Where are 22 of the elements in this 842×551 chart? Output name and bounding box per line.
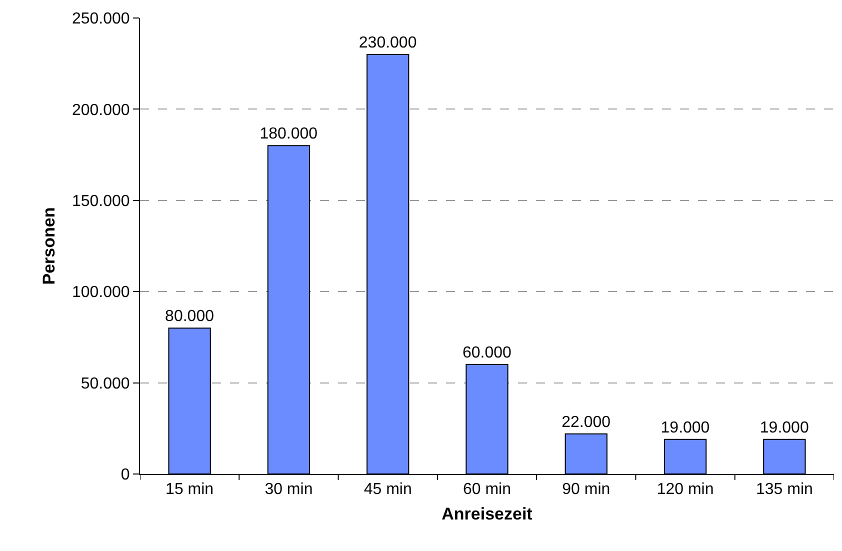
x-tick-label: 45 min	[364, 481, 412, 498]
x-tick-label: 120 min	[656, 481, 714, 498]
data-label: 22.000	[562, 414, 611, 431]
x-tick-label: 15 min	[166, 481, 214, 498]
y-axis-title: Personen	[40, 207, 59, 285]
data-label: 180.000	[260, 126, 318, 143]
x-tick-label: 90 min	[562, 481, 610, 498]
y-tick-label: 50.000	[80, 375, 130, 392]
data-label: 80.000	[165, 308, 214, 326]
y-tick-label: 0	[120, 466, 130, 484]
x-tick-label: 30 min	[264, 481, 313, 498]
y-tick-label: 250.000	[72, 10, 130, 28]
data-label: 60.000	[462, 344, 512, 362]
x-axis-title: Anreisezeit	[442, 504, 533, 524]
data-label: 19.000	[760, 419, 809, 436]
y-tick-label: 200.000	[72, 102, 130, 119]
x-tick-label: 60 min	[462, 481, 512, 498]
data-label: 230.000	[358, 34, 417, 52]
data-label: 19.000	[660, 419, 710, 436]
x-tick-label: 135 min	[756, 481, 813, 498]
y-tick-label: 150.000	[72, 193, 130, 210]
y-tick-label: 100.000	[72, 284, 130, 302]
